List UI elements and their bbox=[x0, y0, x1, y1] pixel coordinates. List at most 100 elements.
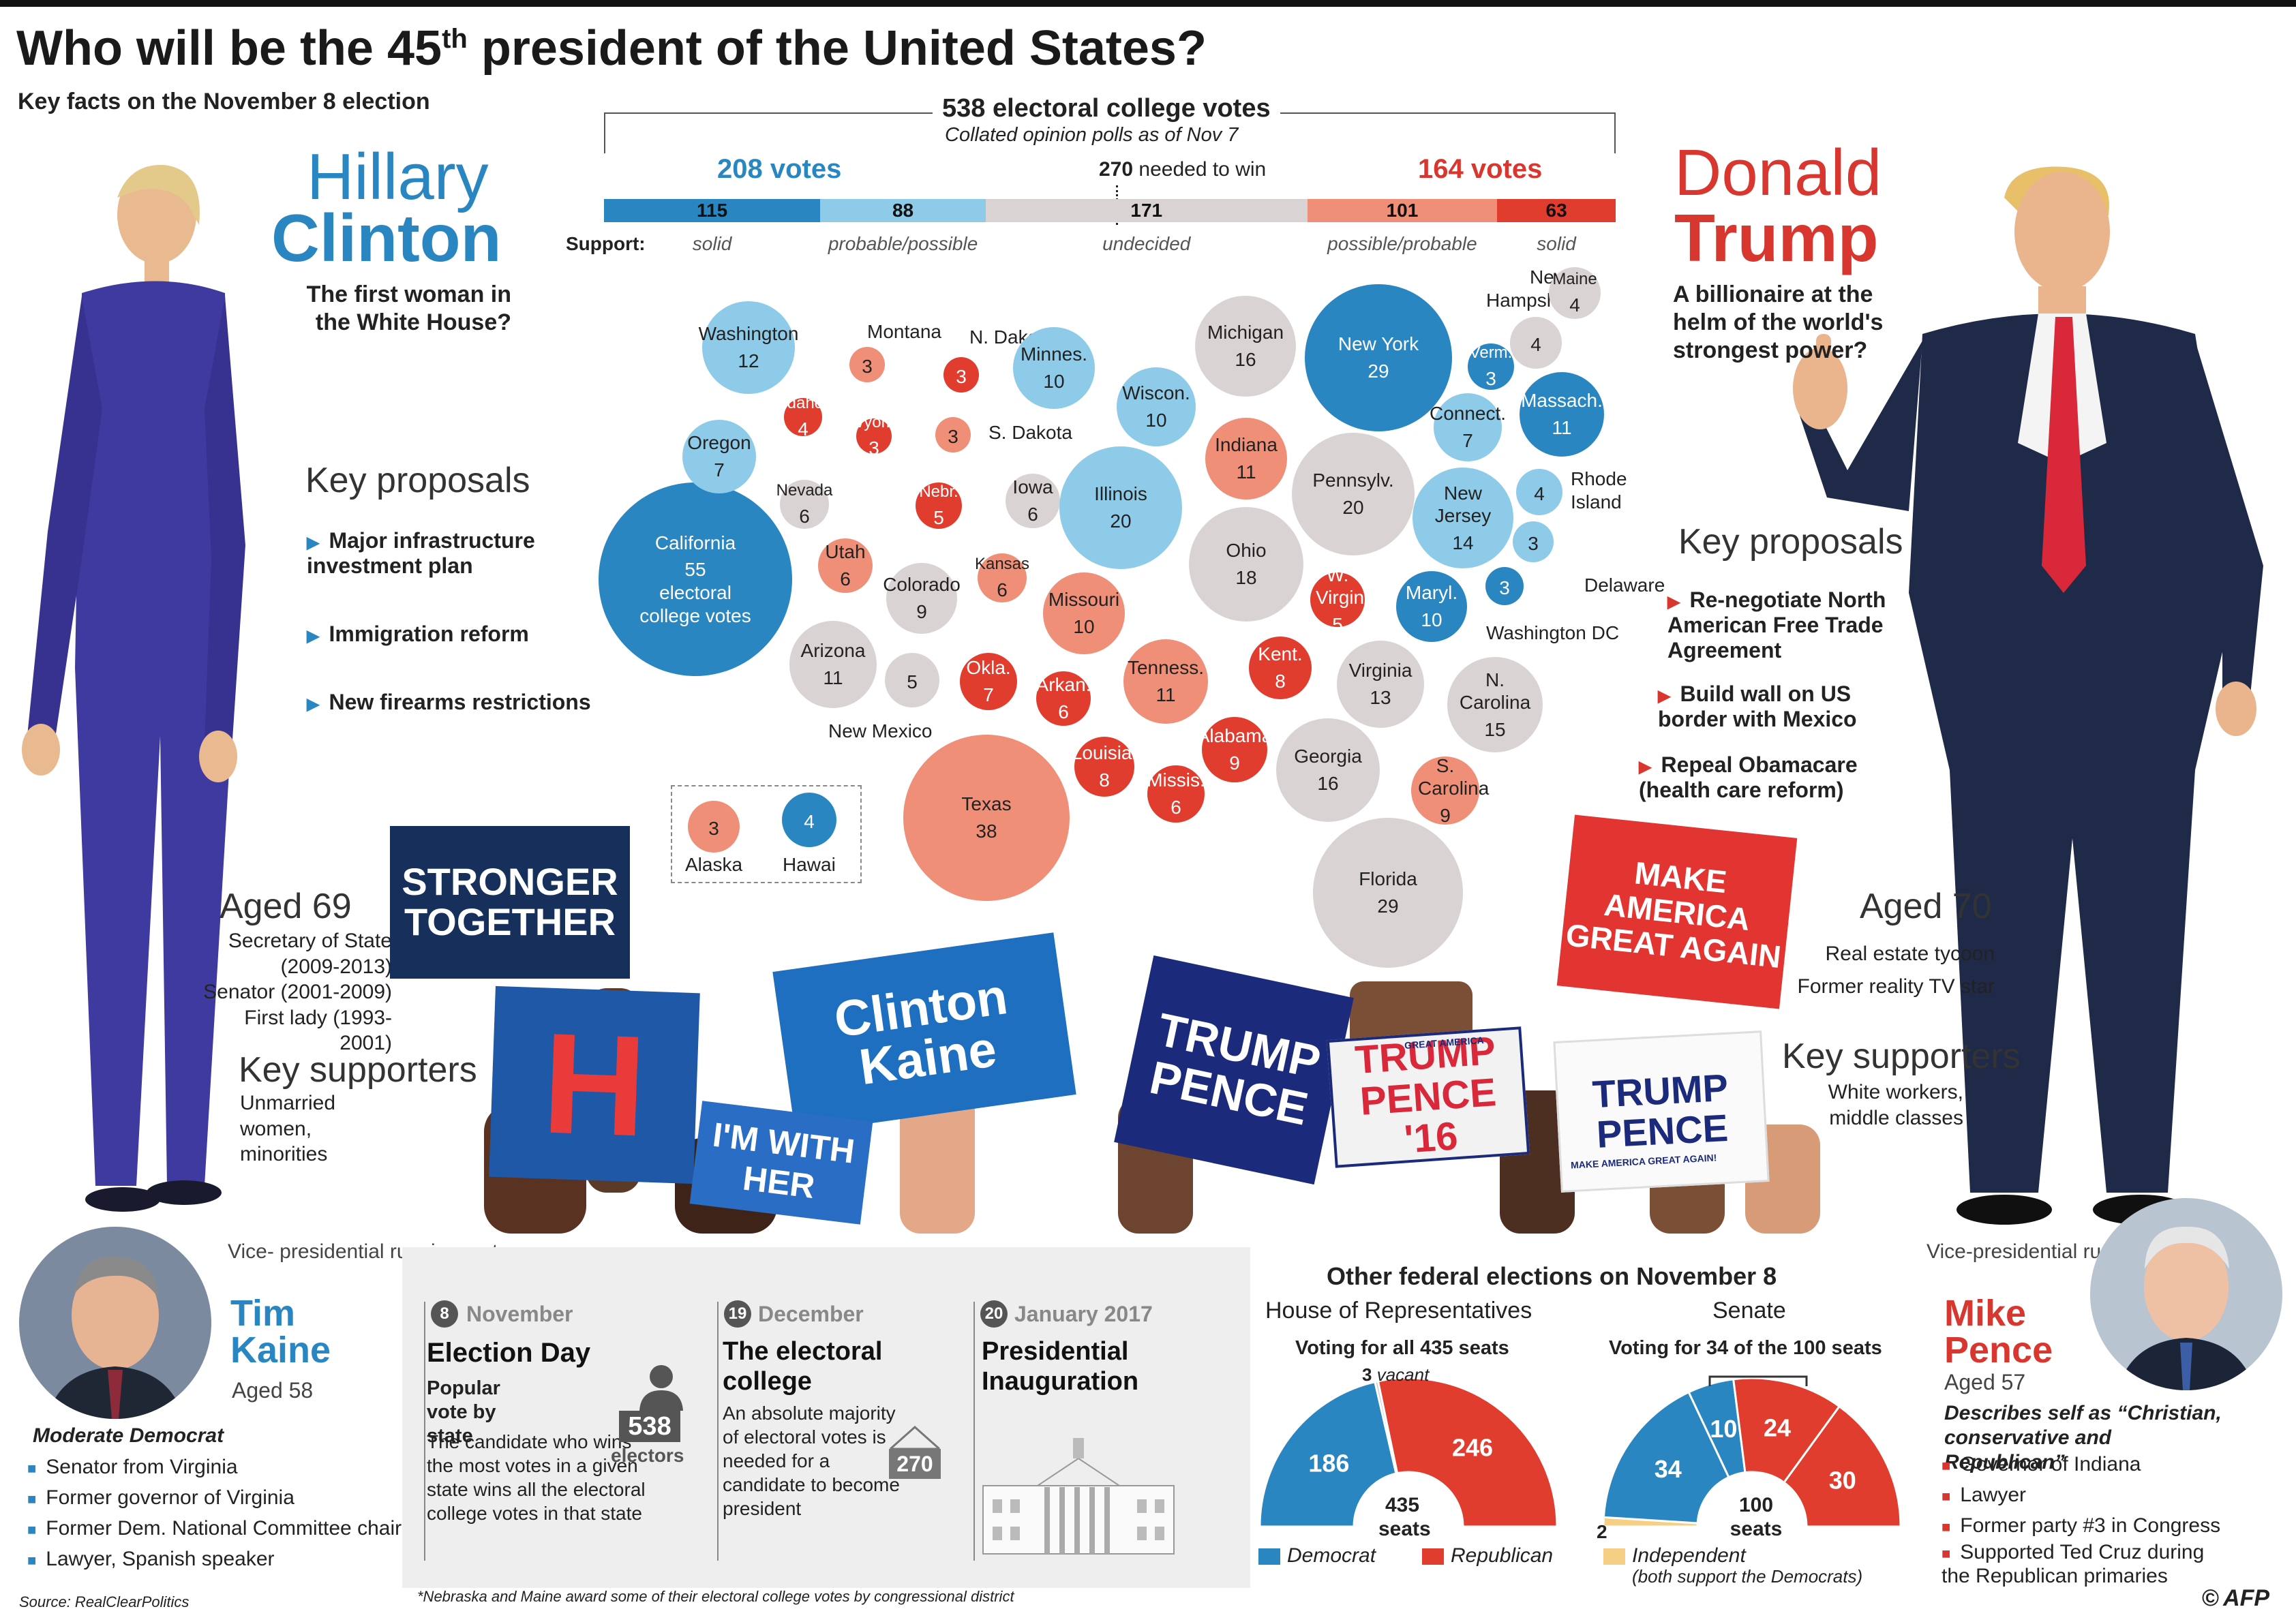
senate-dem-up-arc-label: 10 bbox=[1710, 1415, 1737, 1443]
clinton-career: Secretary of State (2009-2013) Senator (20… bbox=[203, 930, 392, 1054]
state-bubble-massach: Massach. 11 bbox=[1520, 372, 1604, 457]
house-dem-arc bbox=[1258, 1380, 1398, 1528]
clinton-age: Aged 69 bbox=[220, 887, 352, 926]
state-votes: 11 bbox=[1236, 461, 1256, 483]
state-label-new-mexico: New Mexico bbox=[828, 720, 933, 741]
state-votes: 6 bbox=[1170, 797, 1181, 818]
election-day-title: Election Day bbox=[427, 1338, 591, 1368]
state-bubble-rhode-island: 4 bbox=[1516, 469, 1562, 515]
state-name: Wyom. bbox=[848, 412, 900, 431]
timeline-rule-2 bbox=[717, 1302, 719, 1561]
majority-badge: 270 bbox=[889, 1449, 941, 1479]
state-name: Kansas bbox=[974, 554, 1030, 573]
trump-career: Real estate tycoon Former reality TV star bbox=[1797, 943, 1995, 998]
state-votes: 55 bbox=[684, 559, 706, 581]
state-votes: 3 bbox=[1528, 533, 1539, 555]
house-total: 435 seats bbox=[1378, 1494, 1431, 1540]
house-sub: Voting for all 435 seats bbox=[1295, 1337, 1509, 1359]
square-bullet-icon: ■ bbox=[1942, 1545, 1951, 1562]
state-votes: 20 bbox=[1342, 497, 1364, 518]
electoral-title: 538 electoral college votes bbox=[933, 94, 1280, 123]
state-votes: 3 bbox=[1499, 577, 1510, 599]
pence-age: Aged 57 bbox=[1944, 1370, 2026, 1394]
bar-segment-label-3: undecided bbox=[1102, 233, 1191, 254]
state-bubble-new-mexico: 5 bbox=[885, 653, 939, 707]
bar-segment-2: 88 bbox=[820, 199, 986, 222]
state-bubble-washington-dc: 3 bbox=[1485, 567, 1524, 605]
state-name: Arkan. bbox=[1036, 674, 1091, 696]
state-votes: 6 bbox=[1027, 504, 1038, 525]
state-bubble-louisia: Louisia. 8 bbox=[1072, 737, 1137, 797]
state-name: Nevada bbox=[776, 480, 833, 500]
square-bullet-icon: ■ bbox=[27, 1490, 37, 1508]
state-votes: 3 bbox=[868, 437, 879, 459]
senate-rep-up-arc bbox=[1732, 1377, 1841, 1484]
state-bubble-pennsylv: Pennsylv. 20 bbox=[1292, 433, 1415, 555]
senate-dem-arc-label: 34 bbox=[1655, 1455, 1682, 1483]
state-name: Colorado bbox=[883, 574, 961, 596]
state-name: Texas bbox=[961, 793, 1012, 815]
source: Source: RealClearPolitics bbox=[19, 1593, 190, 1610]
house-title: House of Representatives bbox=[1265, 1298, 1532, 1323]
square-bullet-icon: ■ bbox=[1942, 1518, 1951, 1535]
bullet-icon: ▶ bbox=[1658, 687, 1671, 705]
state-name: Wiscon. bbox=[1122, 382, 1190, 404]
sign-make-america-great-again: MAKE AMERICA GREAT AGAIN bbox=[1556, 814, 1798, 1009]
state-bubble-texas: Texas 38 bbox=[903, 735, 1070, 901]
state-votes: 6 bbox=[840, 568, 851, 590]
state-bubble-w-virginia: W. Virginia 5 bbox=[1310, 564, 1379, 635]
state-votes: 10 bbox=[1073, 616, 1095, 637]
bullet-icon: ▶ bbox=[307, 695, 320, 714]
state-bubble-indiana: Indiana 11 bbox=[1205, 418, 1287, 500]
state-votes: 18 bbox=[1235, 567, 1257, 588]
kaine-bullets: ■ Senator from Virginia ■ Former governor … bbox=[27, 1456, 402, 1570]
bar-segment-1: 115 bbox=[604, 199, 821, 222]
electors-badge: 538 bbox=[619, 1411, 680, 1442]
state-bubble-wiscon: Wiscon. 10 bbox=[1117, 367, 1196, 446]
election-day-body: The candidate who wins the most votes in… bbox=[427, 1431, 646, 1524]
state-name: Pennsylv. bbox=[1312, 470, 1394, 491]
senate-total: 100 seats bbox=[1729, 1494, 1783, 1540]
state-votes: 11 bbox=[1155, 684, 1176, 705]
timeline-rule-3 bbox=[973, 1302, 975, 1561]
trump-portrait bbox=[1793, 166, 2263, 1225]
electors-label: electors bbox=[611, 1445, 684, 1466]
needed-to-win: 270 needed to win bbox=[1099, 158, 1267, 181]
state-votes: 5 bbox=[1332, 613, 1343, 635]
envelope-icon bbox=[890, 1425, 940, 1450]
state-name: Arizona bbox=[800, 640, 866, 662]
state-votes: 16 bbox=[1235, 349, 1256, 370]
sign-im-with-her: I'M WITH HER bbox=[689, 1101, 873, 1225]
state-votes: 16 bbox=[1317, 773, 1339, 794]
kaine-face-icon bbox=[46, 1256, 184, 1419]
state-bubble-wyom: Wyom. 3 bbox=[849, 413, 899, 459]
state-votes: 3 bbox=[956, 366, 967, 388]
state-label-washington-dc: Washington DC bbox=[1486, 622, 1620, 643]
sign-stronger-together: STRONGER TOGETHER bbox=[390, 826, 630, 979]
state-name: Connect. bbox=[1429, 403, 1507, 425]
bar-segment-3: 171 bbox=[985, 199, 1308, 222]
electoral-subtitle: Collated opinion polls as of Nov 7 bbox=[945, 124, 1239, 146]
square-bullet-icon: ■ bbox=[27, 1552, 37, 1569]
state-bubble-nebr: Nebr. 5 bbox=[916, 483, 962, 529]
state-bubble-maryl: Maryl. 10 bbox=[1396, 571, 1467, 642]
calendar-icon-20: 20 bbox=[980, 1300, 1008, 1328]
state-votes: 7 bbox=[983, 684, 994, 705]
state-name: Okla. bbox=[966, 657, 1011, 679]
state-bubble-kent: Kent. 8 bbox=[1249, 637, 1312, 699]
state-bubble-oregon: Oregon 7 bbox=[682, 420, 756, 493]
trump-proposal-1: ▶ Re-negotiate North American Free Trade … bbox=[1667, 587, 1886, 662]
state-name: Ohio bbox=[1226, 540, 1267, 562]
state-bubble-new-york: New York 29 bbox=[1305, 284, 1452, 431]
state-name: Virginia bbox=[1348, 660, 1413, 682]
clinton-proposal-3: ▶ New firearms restrictions bbox=[307, 690, 591, 714]
house-dem-arc-label: 186 bbox=[1308, 1449, 1349, 1477]
state-label-hawai: Hawai bbox=[783, 854, 836, 875]
state-name: Michigan bbox=[1207, 322, 1284, 343]
trump-supporters: White workers, middle classes bbox=[1828, 1081, 1963, 1129]
house-rep-arc bbox=[1376, 1377, 1558, 1528]
square-bullet-icon: ■ bbox=[27, 1460, 37, 1477]
house-vacant: 3 vacant bbox=[1362, 1364, 1430, 1385]
federal-title: Other federal elections on November 8 bbox=[1327, 1262, 1777, 1290]
pence-name: Mike Pence bbox=[1944, 1293, 2053, 1371]
